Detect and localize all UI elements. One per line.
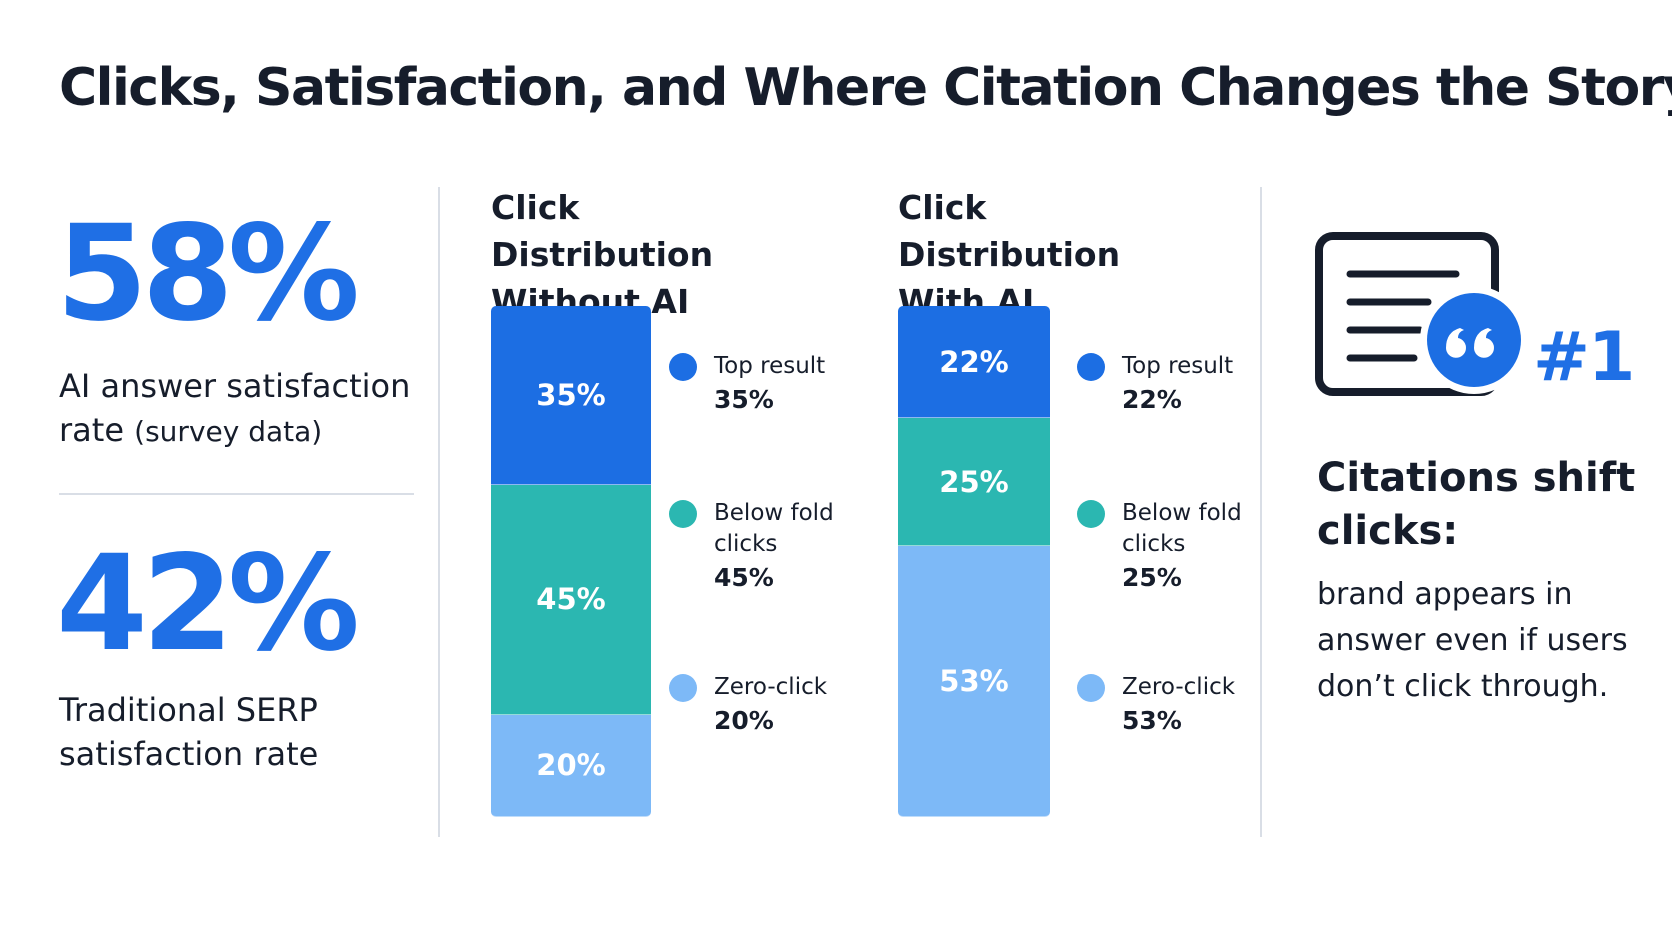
stat-text: AI answer satisfaction rate [59, 367, 411, 449]
legend-label: Zero-click [714, 674, 828, 700]
legend-swatch [1077, 353, 1105, 381]
legend-label: Below fold clicks [714, 500, 834, 557]
legend-text: Top result 35% [714, 351, 849, 418]
stat-note: (survey data) [134, 415, 323, 448]
legend-label: Top result [714, 353, 826, 379]
divider [59, 493, 414, 495]
quote-circle [1427, 293, 1521, 387]
bar-segment: 20% [491, 714, 651, 817]
legend-swatch [669, 674, 697, 702]
legend-swatch [669, 353, 697, 381]
stat-value: 58% [56, 197, 360, 351]
divider [1260, 187, 1262, 837]
legend-value: 22% [1122, 385, 1182, 414]
legend-value: 53% [1122, 706, 1182, 735]
legend-label: Top result [1122, 353, 1234, 379]
legend-swatch [1077, 500, 1105, 528]
legend-text: Below fold clicks 45% [714, 498, 849, 596]
badge: #1 [1533, 318, 1635, 397]
legend-label: Zero-click [1122, 674, 1236, 700]
quote-mark [1446, 328, 1494, 358]
legend-item: Top result 22% [1077, 351, 1257, 418]
legend-item: Zero-click 20% [669, 672, 849, 739]
chart-title: Click Distribution Without AI [491, 188, 714, 321]
stat-label: AI answer satisfaction rate (survey data… [59, 364, 419, 454]
legend-item: Below fold clicks 45% [669, 498, 849, 596]
callout-heading: Citations shift clicks: [1317, 455, 1636, 554]
legend-item: Top result 35% [669, 351, 849, 418]
legend-swatch [1077, 674, 1105, 702]
legend-text: Zero-click 20% [714, 672, 849, 739]
bar-segment: 22% [898, 306, 1050, 419]
legend-value: 25% [1122, 563, 1182, 592]
stat-label: Traditional SERP satisfaction rate [59, 691, 319, 773]
divider [438, 187, 440, 837]
legend-value: 20% [714, 706, 774, 735]
chart-title: Click Distribution With AI [898, 188, 1121, 321]
bar-segment: 25% [898, 418, 1050, 547]
legend-text: Zero-click 53% [1122, 672, 1257, 739]
legend-swatch [669, 500, 697, 528]
citation-icon [1315, 232, 1528, 396]
bar-segment: 35% [491, 306, 651, 485]
stat-value: 42% [56, 527, 360, 681]
legend-value: 35% [714, 385, 774, 414]
legend-item: Zero-click 53% [1077, 672, 1257, 739]
legend-text: Below fold clicks 25% [1122, 498, 1257, 596]
legend-label: Below fold clicks [1122, 500, 1242, 557]
bar-segment: 53% [898, 546, 1050, 817]
page-title: Clicks, Satisfaction, and Where Citation… [59, 58, 1672, 118]
legend-text: Top result 22% [1122, 351, 1257, 418]
bar-segment: 45% [491, 484, 651, 715]
legend-value: 45% [714, 563, 774, 592]
legend-item: Below fold clicks 25% [1077, 498, 1257, 596]
callout-body: brand appears in answer even if users do… [1317, 577, 1628, 704]
